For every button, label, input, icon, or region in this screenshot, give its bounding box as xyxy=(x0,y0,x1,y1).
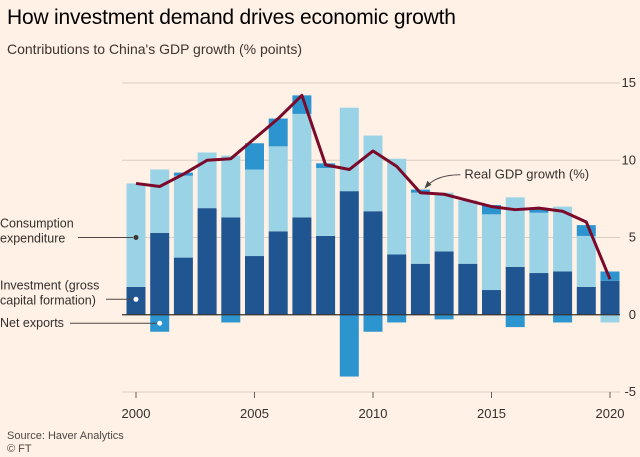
y-tick-label: 15 xyxy=(622,75,636,90)
x-tick-label: 2010 xyxy=(359,406,388,421)
gdp-growth-line xyxy=(135,93,612,280)
bar-investment-2003 xyxy=(197,208,217,315)
chart-subtitle: Contributions to China's GDP growth (% p… xyxy=(7,41,302,57)
legend-label-consumption: Consumption xyxy=(0,217,74,231)
legend-annotations: Real GDP growth (%) Consumptionexpenditur… xyxy=(0,167,589,331)
bar-investment-2002 xyxy=(173,257,193,315)
bar-investment-2020 xyxy=(600,280,620,315)
bar-investment-2013 xyxy=(434,251,454,315)
x-tick-label: 2000 xyxy=(122,406,151,421)
bar-investment-2001 xyxy=(150,232,170,315)
bar-net_exports-2015 xyxy=(482,205,501,215)
bar-consumption-2003 xyxy=(197,152,217,209)
bar-investment-2008 xyxy=(316,235,336,315)
y-tick-label: -5 xyxy=(624,384,636,399)
bar-consumption-2013 xyxy=(434,192,454,252)
bar-consumption-2016 xyxy=(505,197,525,267)
bar-investment-2017 xyxy=(529,273,549,315)
bar-investment-2016 xyxy=(505,266,525,315)
bar-consumption-2004 xyxy=(221,155,241,218)
bar-investment-2004 xyxy=(221,217,241,315)
bar-consumption-2014 xyxy=(458,200,478,264)
bar-investment-2018 xyxy=(553,271,573,315)
bar-consumption-2008 xyxy=(316,167,336,236)
bar-investment-2011 xyxy=(387,254,407,315)
bar-investment-2010 xyxy=(363,211,383,315)
bars xyxy=(126,95,620,377)
bar-consumption-2020 xyxy=(600,314,620,323)
bar-consumption-2018 xyxy=(553,206,573,272)
bar-net_exports-2006 xyxy=(268,118,288,147)
bar-consumption-2012 xyxy=(410,192,430,264)
gdp-line-label: Real GDP growth (%) xyxy=(464,167,589,182)
bar-consumption-2002 xyxy=(173,175,193,258)
legend-dot-net_exports xyxy=(157,320,163,326)
legend-label-consumption: expenditure xyxy=(0,232,65,246)
bar-consumption-2005 xyxy=(245,169,264,257)
bar-net_exports-2010 xyxy=(363,314,383,332)
x-tick-label: 2005 xyxy=(240,406,269,421)
bar-investment-2006 xyxy=(268,231,288,315)
annotation-arrowhead xyxy=(424,180,432,189)
legend-label-investment: Investment (gross xyxy=(0,278,99,292)
bar-investment-2012 xyxy=(410,263,430,315)
bar-net_exports-2019 xyxy=(576,225,596,236)
bar-net_exports-2013 xyxy=(434,314,454,320)
bar-net_exports-2016 xyxy=(505,314,525,328)
bar-net_exports-2009 xyxy=(339,314,359,377)
y-tick-label: 0 xyxy=(629,307,636,322)
x-tick-label: 2015 xyxy=(477,406,506,421)
bar-consumption-2017 xyxy=(529,212,549,274)
chart-title: How investment demand drives economic gr… xyxy=(7,6,456,29)
bar-investment-2019 xyxy=(576,286,596,315)
source-note: Source: Haver Analytics xyxy=(7,430,124,442)
gdp-line-group xyxy=(135,93,612,280)
axis-labels: -5 0 5 10 15 2000 2005 2010 2015 2020 xyxy=(122,75,636,421)
credit-note: © FT xyxy=(7,443,32,455)
bar-consumption-2006 xyxy=(268,146,288,232)
bar-consumption-2019 xyxy=(576,235,596,287)
y-tick-label: 10 xyxy=(622,152,636,167)
bar-consumption-2011 xyxy=(387,158,407,255)
bar-consumption-2010 xyxy=(363,135,383,212)
legend-dot-investment xyxy=(133,296,139,302)
annotation-connector xyxy=(426,174,461,188)
x-tick-label: 2020 xyxy=(596,406,625,421)
bar-consumption-2007 xyxy=(292,113,312,218)
legend-label-net_exports: Net exports xyxy=(0,316,64,330)
legend-dot-consumption xyxy=(133,235,139,240)
y-tick-label: 5 xyxy=(629,230,636,245)
bar-net_exports-2017 xyxy=(529,208,549,213)
bar-net_exports-2005 xyxy=(245,143,264,170)
bar-consumption-2001 xyxy=(150,169,170,233)
bar-investment-2015 xyxy=(482,290,501,315)
legend-label-investment: capital formation) xyxy=(0,293,96,307)
bar-net_exports-2011 xyxy=(387,314,407,323)
bar-net_exports-2018 xyxy=(553,314,573,323)
bar-consumption-2009 xyxy=(339,107,359,192)
bar-investment-2014 xyxy=(458,263,478,315)
bar-investment-2005 xyxy=(245,256,264,315)
bar-consumption-2015 xyxy=(482,214,501,291)
bar-investment-2007 xyxy=(292,217,312,315)
bar-net_exports-2004 xyxy=(221,314,241,323)
bar-investment-2009 xyxy=(339,191,359,315)
